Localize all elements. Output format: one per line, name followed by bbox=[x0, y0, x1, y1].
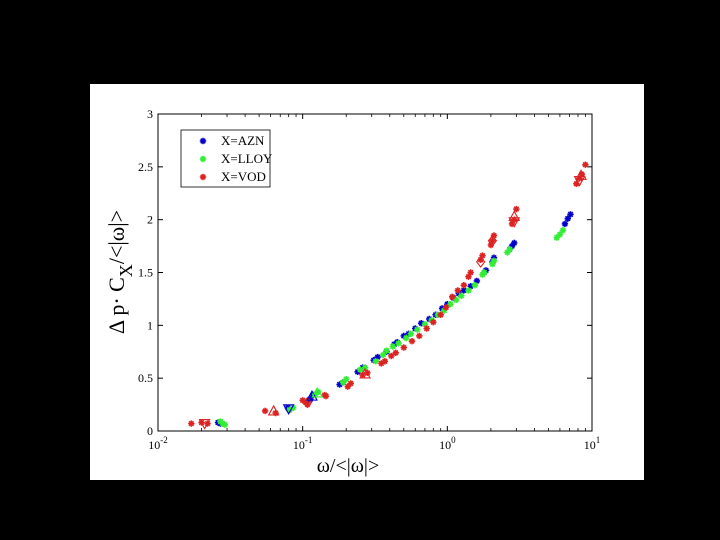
marker-triangle-down bbox=[198, 419, 211, 430]
y-axis-label-main: Δ p· C bbox=[104, 277, 129, 334]
marker-triangle-up bbox=[359, 367, 372, 379]
legend-label-xazn: X=AZN bbox=[221, 133, 265, 148]
data-point-xlloy bbox=[383, 347, 390, 354]
marker-triangle-up bbox=[306, 389, 318, 401]
data-point-xlloy bbox=[343, 376, 350, 383]
data-point-xlloy bbox=[490, 257, 498, 265]
legend-box bbox=[180, 129, 271, 188]
y-tick-label: 1 bbox=[147, 318, 153, 332]
data-point-xlloy bbox=[403, 334, 410, 342]
y-axis-label: Δ p· CX/<|ω|> bbox=[104, 210, 136, 334]
x-axis-label: ω/<|ω|> bbox=[317, 455, 379, 477]
marker-triangle-up bbox=[508, 210, 521, 222]
data-point-xvod bbox=[408, 337, 416, 345]
data-point-xlloy bbox=[221, 421, 229, 428]
x-tick-label: 10-2 bbox=[148, 435, 168, 452]
y-tick-label: 1.5 bbox=[138, 266, 153, 280]
data-point-xvod bbox=[479, 252, 486, 259]
data-point-xlloy bbox=[471, 281, 479, 289]
data-point-xvod bbox=[582, 161, 589, 168]
data-point-xvod bbox=[381, 358, 389, 365]
legend-label-xlloy: X=LLOY bbox=[221, 151, 273, 166]
data-point-xlloy bbox=[481, 269, 488, 276]
data-point-xlloy bbox=[447, 301, 454, 308]
data-point-xazn bbox=[511, 239, 518, 247]
data-point-xvod bbox=[467, 269, 474, 276]
data-point-xvod bbox=[448, 293, 456, 301]
legend-marker-xazn bbox=[199, 137, 207, 145]
marker-diamond bbox=[475, 256, 486, 268]
legend: X=AZN X=LLOY X=VOD bbox=[180, 129, 273, 188]
y-axis-label-tail: /<|ω|> bbox=[104, 210, 129, 264]
marker-triangle-down bbox=[508, 217, 521, 228]
data-point-xvod bbox=[454, 287, 461, 294]
data-point-xvod bbox=[573, 180, 580, 187]
marker-triangle-up bbox=[575, 169, 587, 180]
data-point-xvod bbox=[347, 380, 354, 387]
data-point-xlloy bbox=[465, 287, 472, 294]
marker-diamond bbox=[487, 234, 498, 247]
marker-triangle-up bbox=[267, 404, 280, 416]
x-tick-label: 100 bbox=[439, 435, 456, 452]
data-point-xvod bbox=[489, 237, 496, 244]
data-point-xlloy bbox=[559, 227, 567, 234]
data-point-xlloy bbox=[395, 340, 402, 347]
data-point-xvod bbox=[344, 383, 351, 390]
data-point-xlloy bbox=[407, 330, 415, 337]
data-point-xazn bbox=[567, 211, 574, 218]
y-axis-label-sub: X bbox=[116, 264, 136, 277]
marker-diamond bbox=[302, 396, 313, 409]
data-point-xvod bbox=[513, 205, 520, 213]
y-tick-label: 0.5 bbox=[138, 371, 153, 385]
data-point-xlloy bbox=[389, 343, 397, 350]
data-point-xvod bbox=[430, 318, 437, 326]
data-point-xvod bbox=[460, 281, 468, 289]
data-point-xvod bbox=[322, 392, 330, 400]
data-point-xlloy bbox=[458, 292, 465, 299]
data-point-xlloy bbox=[556, 231, 564, 238]
legend-marker-xvod bbox=[199, 173, 207, 181]
data-point-xvod bbox=[423, 325, 430, 332]
data-point-xvod bbox=[437, 311, 444, 318]
data-point-xazn bbox=[374, 353, 381, 361]
data-markers bbox=[198, 169, 587, 430]
marker-triangle-down bbox=[282, 404, 295, 415]
data-point-xlloy bbox=[361, 364, 369, 371]
y-tick-label: 3 bbox=[147, 107, 153, 121]
data-point-xlloy bbox=[414, 326, 421, 333]
data-point-xlloy bbox=[357, 366, 364, 373]
data-point-xvod bbox=[416, 332, 423, 340]
data-point-xvod bbox=[442, 304, 450, 311]
data-point-xlloy bbox=[379, 351, 387, 359]
x-tick-label: 101 bbox=[584, 435, 601, 452]
data-point-xlloy bbox=[506, 246, 513, 253]
legend-label-xvod: X=VOD bbox=[221, 169, 266, 184]
data-point-xlloy bbox=[553, 234, 560, 241]
data-point-xvod bbox=[388, 352, 395, 360]
y-tick-label: 2.5 bbox=[138, 160, 153, 174]
marker-triangle-down bbox=[573, 176, 586, 187]
data-point-xvod bbox=[392, 349, 399, 357]
y-tick-label: 2 bbox=[147, 213, 153, 227]
y-tick-label: 0 bbox=[147, 424, 153, 438]
data-point-xvod bbox=[188, 420, 195, 427]
data-point-xlloy bbox=[372, 358, 379, 365]
x-tick-label: 10-1 bbox=[293, 435, 313, 452]
x-axis: 10-2 10-1 100 101 bbox=[148, 114, 600, 452]
y-axis: 0 0.5 1 1.5 2 2.5 3 bbox=[138, 107, 592, 438]
data-point-xazn bbox=[564, 215, 571, 222]
legend-marker-xlloy bbox=[199, 155, 207, 163]
data-point-xvod bbox=[400, 344, 407, 351]
marker-triangle-up bbox=[311, 386, 324, 398]
data-point-xvod bbox=[261, 407, 269, 415]
data-point-xazn bbox=[561, 220, 569, 228]
